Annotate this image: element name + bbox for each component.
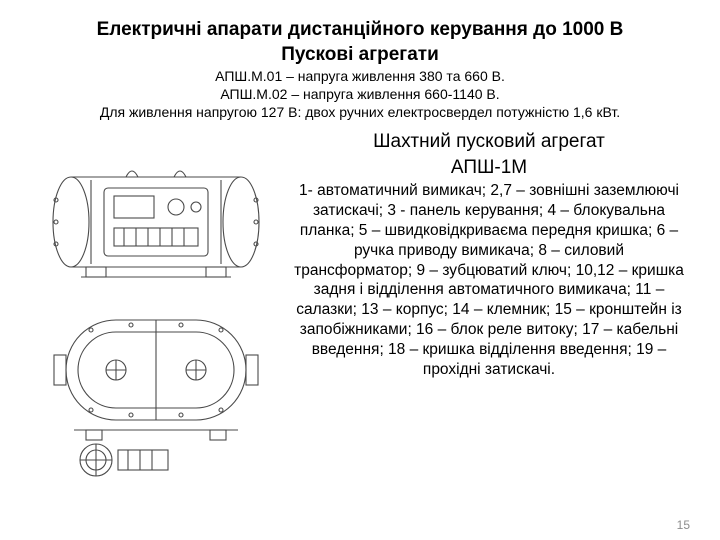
unit-title-line2: АПШ-1М — [294, 156, 684, 180]
content-row: Шахтний пусковий агрегат АПШ-1М 1- автом… — [36, 130, 684, 485]
technical-drawing — [36, 150, 276, 480]
diagram-column — [36, 130, 286, 485]
description-column: Шахтний пусковий агрегат АПШ-1М 1- автом… — [286, 130, 684, 485]
legend-text: 1- автоматичний вимикач; 2,7 – зовнішні … — [294, 181, 684, 379]
spec-line-1: АПШ.М.01 – напруга живлення 380 та 660 В… — [36, 68, 684, 84]
main-title: Електричні апарати дистанційного керуван… — [36, 18, 684, 42]
slide: Електричні апарати дистанційного керуван… — [0, 0, 720, 540]
spec-line-2: АПШ.М.02 – напруга живлення 660-1140 В. — [36, 86, 684, 102]
unit-title-line1: Шахтний пусковий агрегат — [294, 130, 684, 154]
page-number: 15 — [677, 518, 690, 532]
spec-line-3: Для живлення напругою 127 В: двох ручних… — [36, 104, 684, 120]
subtitle: Пускові агрегати — [36, 44, 684, 66]
